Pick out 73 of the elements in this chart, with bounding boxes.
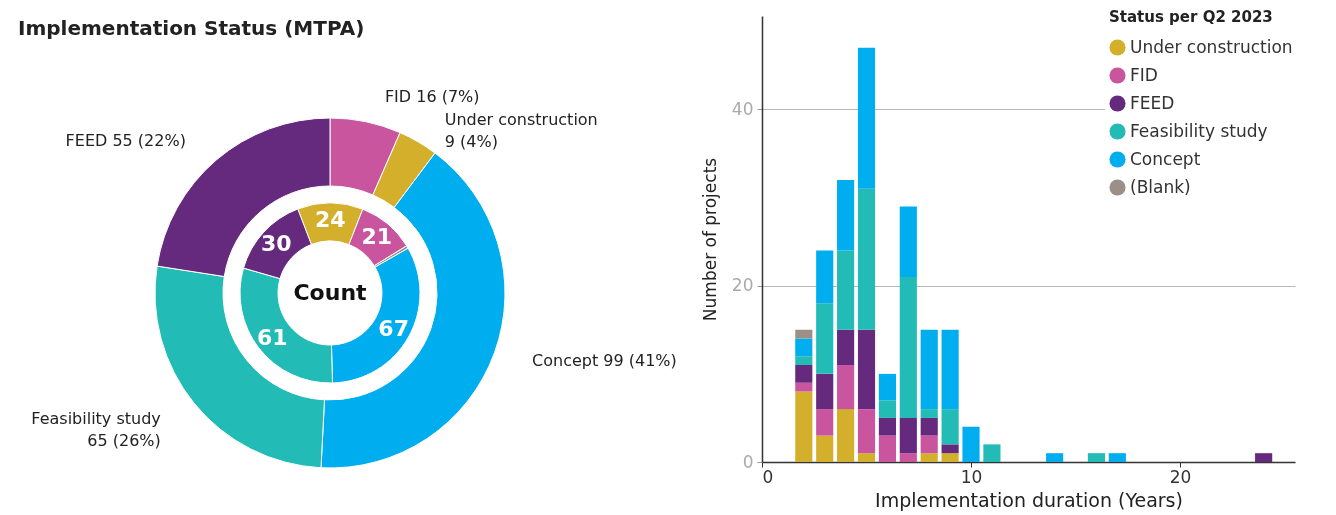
bar: [920, 435, 938, 454]
bar: [1255, 453, 1273, 462]
bar: [878, 435, 896, 462]
data-label: 30: [260, 230, 292, 256]
slice-label: FID 16 (7%): [384, 87, 480, 107]
chart-title: Implementation Status (MTPA): [18, 16, 365, 40]
bar: [795, 338, 813, 357]
bar: [878, 400, 896, 418]
slice-label: Under construction: [444, 110, 598, 130]
x-tick-label: 10: [960, 466, 983, 487]
bar: [837, 329, 855, 366]
bar: [816, 409, 834, 436]
bar: [899, 206, 917, 277]
bar: [941, 409, 959, 445]
x-tick-label: 0: [762, 466, 774, 487]
bar: [795, 382, 813, 392]
slice-label: FEED 55 (22%): [65, 131, 186, 151]
bar: [941, 444, 959, 454]
bar: [795, 391, 813, 462]
slice-label: Feasibility study: [31, 409, 161, 429]
bar: [962, 426, 980, 462]
data-label: 61: [256, 324, 288, 350]
legend-label: Feasibility study: [1130, 120, 1268, 141]
data-label: 67: [378, 315, 409, 341]
bar: [899, 417, 917, 454]
y-tick-label: 40: [731, 98, 754, 119]
y-axis-title: Number of projects: [699, 157, 720, 322]
bar: [941, 453, 959, 462]
bar: [837, 250, 855, 330]
x-axis-title: Implementation duration (Years): [875, 488, 1183, 511]
bar: [837, 179, 855, 251]
bar: [1087, 453, 1105, 462]
bar: [816, 373, 834, 410]
bar: [941, 329, 959, 410]
bar: [878, 417, 896, 436]
legend-title: Status per Q2 2023: [1109, 8, 1273, 26]
slice-label: Concept 99 (41%): [532, 351, 677, 371]
bar: [795, 356, 813, 366]
y-tick-label: 0: [742, 451, 754, 472]
bar: [1046, 453, 1064, 462]
bar: [920, 417, 938, 436]
bar: [899, 276, 917, 418]
bar: [857, 453, 876, 462]
text: Count: [293, 280, 368, 305]
bar: [816, 250, 834, 304]
bar: [857, 47, 876, 189]
bar: [816, 303, 834, 374]
bar: [920, 453, 938, 462]
bar: [899, 453, 917, 462]
data-label: 21: [361, 223, 393, 249]
x-tick-label: 20: [1169, 466, 1192, 487]
data-label: 9 (4%): [444, 132, 498, 152]
legend-label: (Blank): [1130, 176, 1191, 197]
legend-label: Concept: [1130, 148, 1201, 169]
legend-label: FID: [1130, 64, 1158, 85]
bar: [920, 329, 938, 410]
bar: [1108, 453, 1126, 462]
bar: [837, 365, 855, 410]
bar: [795, 329, 813, 339]
bar: [857, 188, 876, 330]
legend-label: FEED: [1130, 92, 1175, 113]
data-label: 65 (26%): [87, 431, 161, 451]
y-tick-label: 20: [731, 275, 754, 296]
bar: [816, 435, 834, 462]
bar: [857, 329, 876, 410]
legend-label: Under construction: [1130, 36, 1293, 57]
data-label: 24: [314, 207, 346, 232]
bar: [795, 365, 813, 383]
bar: [983, 444, 1001, 462]
bar: [920, 409, 938, 418]
bar: [837, 409, 855, 462]
bar: [857, 409, 876, 454]
bar: [878, 373, 896, 401]
